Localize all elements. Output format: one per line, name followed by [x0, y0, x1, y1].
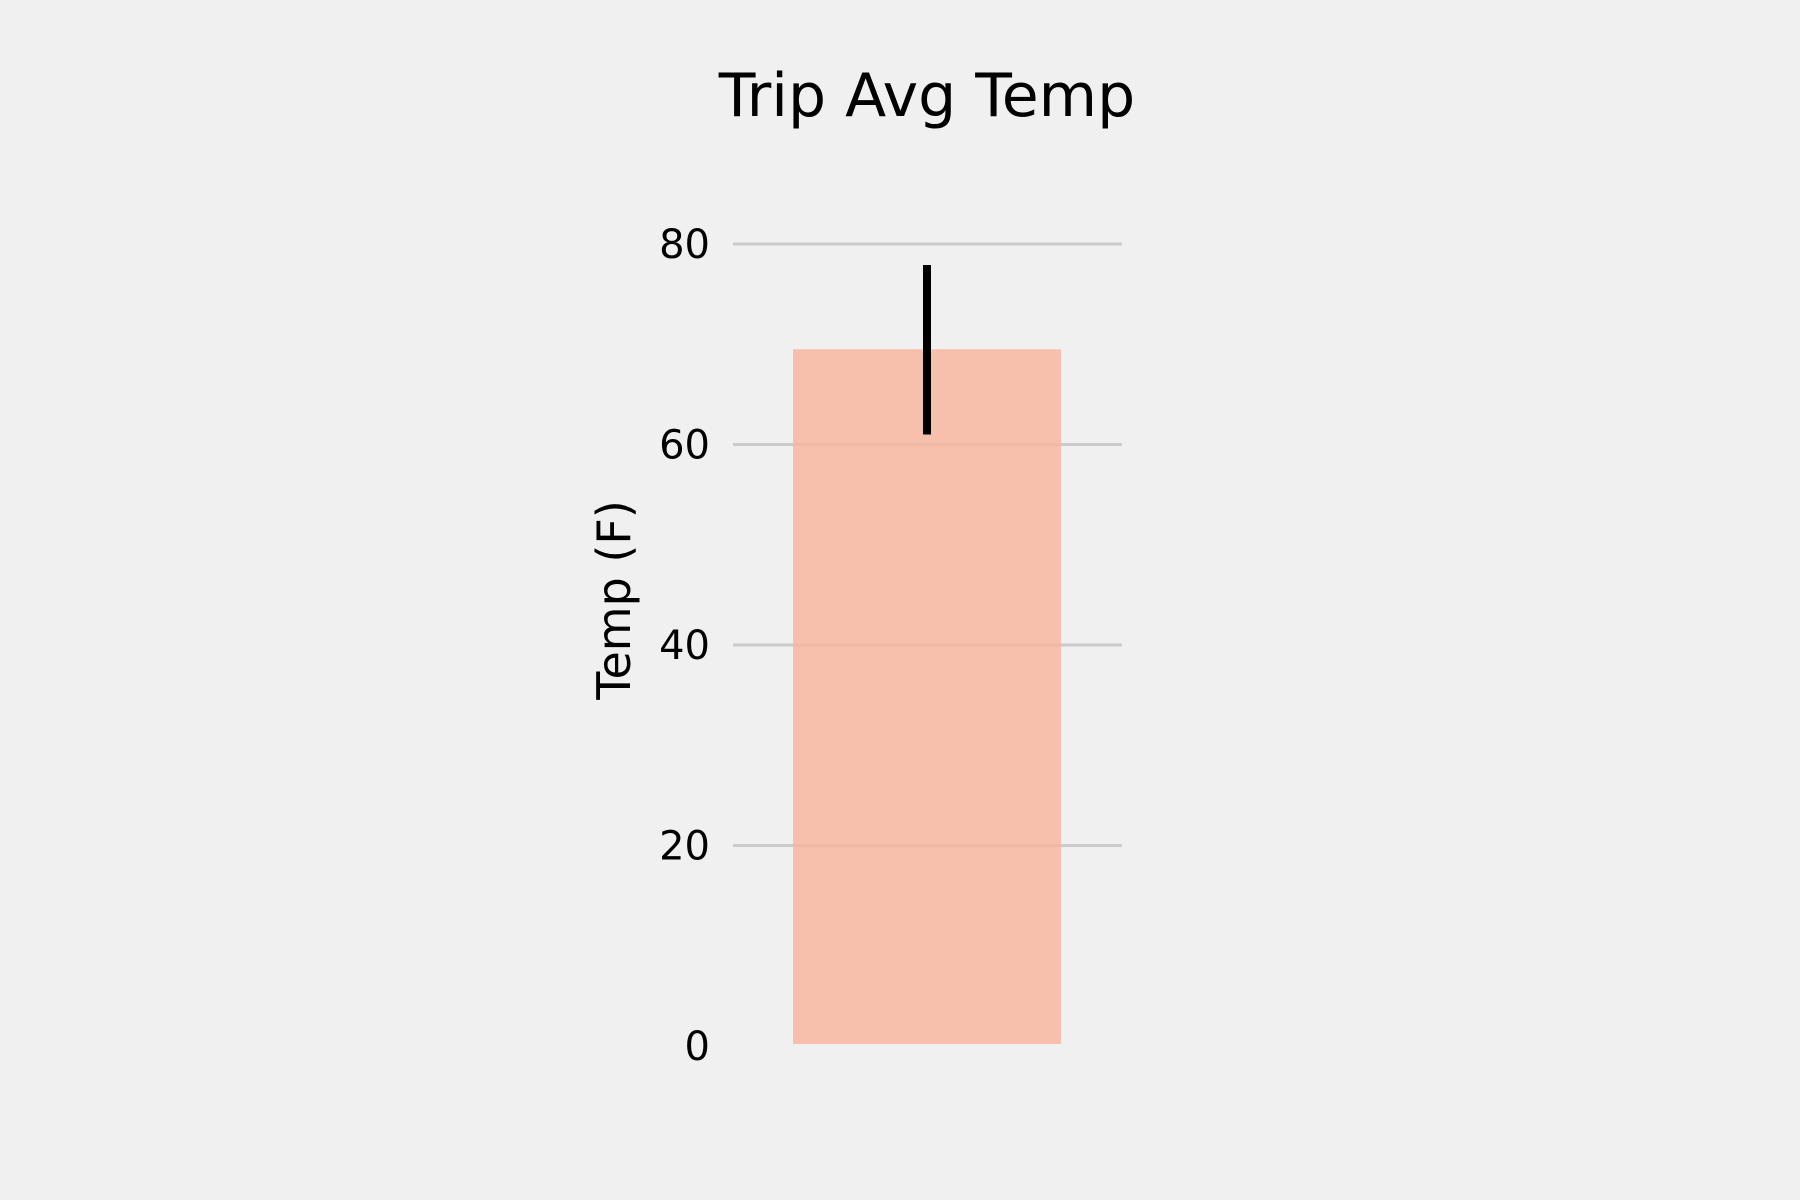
chart-title: Trip Avg Temp	[718, 61, 1135, 131]
y-tick-labels: 0 20 40 60 80	[659, 222, 710, 1070]
bar-layer	[793, 349, 1061, 1044]
bar-0	[793, 349, 1061, 1044]
y-tick-label-0: 0	[685, 1024, 710, 1070]
y-tick-label-20: 20	[659, 824, 710, 870]
y-tick-label-80: 80	[659, 222, 710, 268]
y-axis-label: Temp (F)	[587, 500, 641, 701]
y-tick-label-60: 60	[659, 423, 710, 469]
y-tick-label-40: 40	[659, 623, 710, 669]
